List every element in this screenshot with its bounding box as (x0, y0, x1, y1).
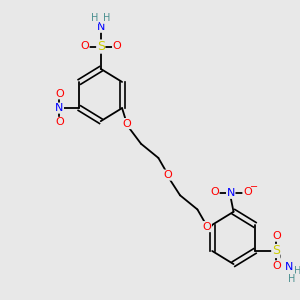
Text: S: S (97, 40, 105, 53)
Text: N: N (285, 262, 293, 272)
Text: O: O (243, 188, 252, 197)
Text: O: O (80, 41, 89, 51)
Text: O: O (112, 41, 122, 51)
Text: −: − (250, 182, 258, 192)
Text: H: H (294, 266, 300, 276)
Text: O: O (164, 170, 172, 180)
Text: N: N (55, 103, 64, 113)
Text: O: O (272, 261, 281, 271)
Text: S: S (272, 244, 280, 257)
Text: O: O (210, 188, 219, 197)
Text: H: H (288, 274, 295, 284)
Text: O: O (55, 117, 64, 128)
Text: N: N (226, 188, 235, 198)
Text: O: O (272, 231, 281, 241)
Text: O: O (123, 118, 131, 128)
Text: O: O (202, 222, 211, 232)
Text: H: H (91, 13, 98, 23)
Text: N: N (97, 22, 105, 32)
Text: H: H (103, 13, 111, 23)
Text: O: O (55, 89, 64, 99)
